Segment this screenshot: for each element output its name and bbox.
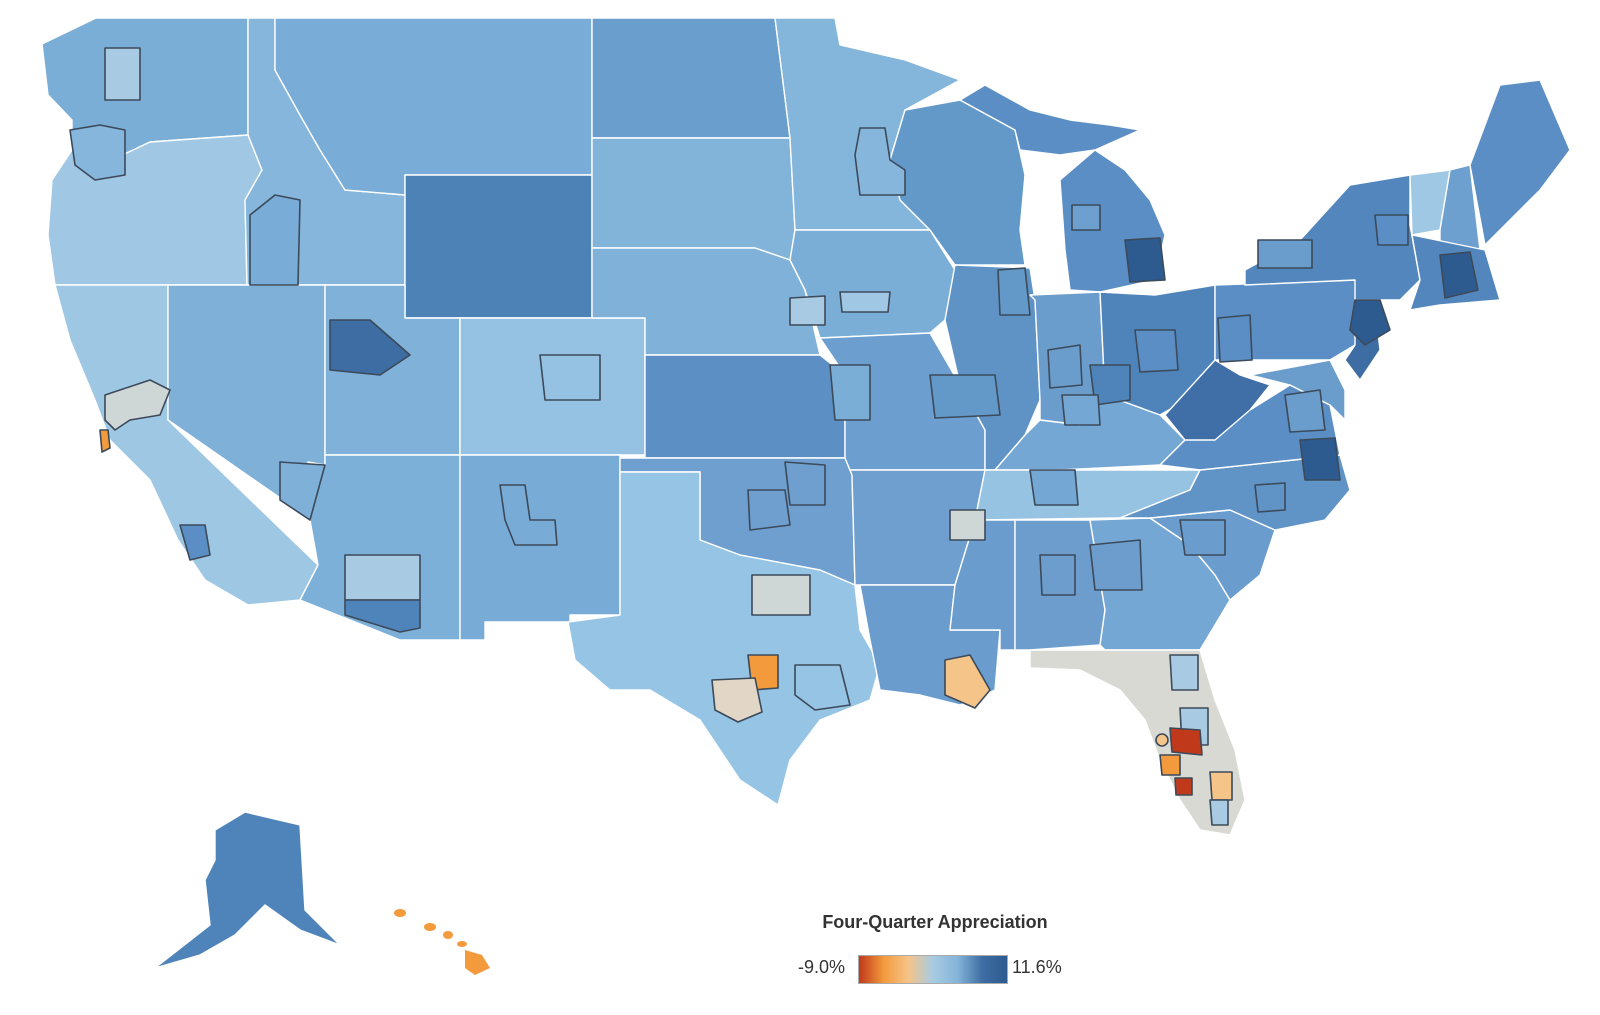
metro-oklahoma-city[interactable] [747, 489, 791, 531]
metro-des-moines[interactable] [839, 291, 891, 313]
legend-max-label: 11.6% [1012, 957, 1062, 977]
state-kansas[interactable] [644, 354, 846, 459]
metro-buffalo[interactable] [1257, 239, 1313, 269]
metro-los-angeles[interactable] [179, 524, 211, 561]
metro-seattle[interactable] [104, 47, 141, 101]
metro-boston[interactable] [1439, 251, 1479, 299]
metro-tulsa[interactable] [784, 461, 826, 506]
metro-houston[interactable] [794, 664, 851, 711]
state-texas[interactable] [567, 471, 881, 806]
metro-nashville[interactable] [1029, 469, 1079, 506]
state-wyoming[interactable] [404, 174, 593, 319]
state-north-carolina[interactable] [1119, 454, 1351, 531]
metro-cincinnati[interactable] [1089, 364, 1131, 406]
metro-cape-coral[interactable] [1159, 754, 1181, 776]
metro-jacksonville[interactable] [1169, 654, 1199, 691]
metro-albany[interactable] [1374, 214, 1409, 246]
state-maryland[interactable] [1249, 359, 1346, 421]
state-new-mexico[interactable] [459, 454, 621, 641]
metro-pittsburgh[interactable] [1217, 314, 1253, 363]
metro-washington-dc[interactable] [1284, 389, 1326, 433]
metro-kansas-city[interactable] [829, 364, 871, 421]
metro-san-antonio[interactable] [711, 677, 763, 723]
metro-sf-bay[interactable] [104, 379, 171, 431]
legend-min-label: -9.0% [798, 957, 846, 977]
metro-omaha[interactable] [789, 295, 826, 326]
legend-title: Four-Quarter Appreciation [822, 912, 1048, 932]
metro-grand-rapids[interactable] [1071, 204, 1101, 231]
metro-naples[interactable] [1174, 777, 1193, 796]
metro-indianapolis[interactable] [1047, 344, 1083, 389]
metro-st-louis[interactable] [929, 374, 1001, 419]
metro-sf-coast[interactable] [99, 429, 111, 453]
metro-columbus[interactable] [1134, 329, 1179, 373]
metro-memphis[interactable] [949, 509, 986, 541]
state-south-dakota[interactable] [591, 137, 796, 261]
metro-tucson[interactable] [344, 599, 421, 633]
metro-atlanta[interactable] [1089, 539, 1143, 591]
state-alaska[interactable] [154, 811, 341, 969]
metro-miami[interactable] [1209, 771, 1233, 801]
metro-birmingham[interactable] [1039, 554, 1076, 596]
metro-miami-south[interactable] [1209, 799, 1229, 826]
state-west-virginia[interactable] [1164, 359, 1271, 441]
metro-portland[interactable] [69, 124, 126, 181]
metro-denver[interactable] [539, 354, 601, 401]
metro-phoenix[interactable] [344, 554, 421, 601]
metro-raleigh[interactable] [1254, 482, 1286, 513]
metro-minneapolis[interactable] [854, 127, 906, 196]
metro-boise[interactable] [249, 194, 301, 286]
state-north-dakota[interactable] [591, 17, 791, 139]
metro-albuquerque[interactable] [499, 484, 558, 546]
metro-chicago[interactable] [997, 267, 1031, 316]
metro-tampa[interactable] [1169, 727, 1203, 756]
state-michigan-upper[interactable] [959, 84, 1141, 156]
metro-louisville[interactable] [1061, 394, 1101, 426]
metro-las-vegas[interactable] [279, 461, 326, 521]
state-hawaii[interactable] [394, 909, 490, 975]
metro-detroit[interactable] [1124, 237, 1166, 283]
metro-salt-lake[interactable] [329, 319, 411, 376]
metro-sarasota[interactable] [1155, 733, 1169, 747]
metro-new-orleans[interactable] [944, 654, 991, 709]
state-maine[interactable] [1469, 79, 1571, 246]
metro-new-york[interactable] [1349, 299, 1391, 346]
metro-dallas[interactable] [751, 574, 811, 616]
legend-color-ramp [858, 955, 1008, 984]
metro-charlotte[interactable] [1179, 519, 1226, 556]
metro-virginia-beach[interactable] [1299, 437, 1341, 481]
